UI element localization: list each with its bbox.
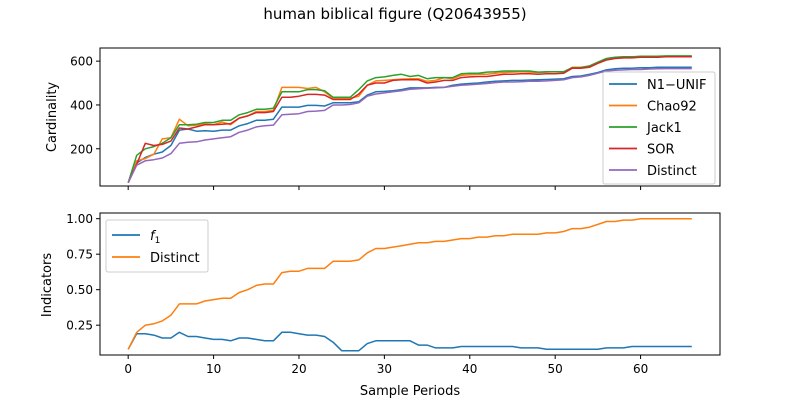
bottom-y-tick-label: 0.75 [66,248,93,262]
top-legend-label-2: Jack1 [646,121,682,136]
top-legend-label-1: Chao92 [647,100,697,115]
bottom-x-tick-label: 50 [548,362,563,376]
bottom-legend-label-1: Distinct [150,251,200,266]
top-legend-box [602,71,716,185]
top-x-ticks [127,186,642,190]
bottom-series-lines [127,217,692,352]
top-y-tick-label: 600 [70,55,93,69]
bottom-legend-label-0: f1 [150,229,160,246]
bottom-x-tick-label: 10 [206,362,221,376]
bottom-x-ticks: 0 10 20 30 40 50 60 [124,355,648,376]
bottom-x-tick-label: 30 [377,362,392,376]
top-series-line-3 [127,56,692,184]
x-axis-label: Sample Periods [360,384,460,399]
bottom-x-tick-label: 40 [462,362,477,376]
bottom-series-line-1 [127,217,692,350]
bottom-y-tick-label: 0.50 [66,283,93,297]
top-subplot: 200 400 600 Cardinality N1−UNIF Chao92 Jack1… [45,47,721,190]
bottom-legend: f1 Distinct [105,219,209,273]
top-legend-label-4: Distinct [647,164,697,179]
figure-title: human biblical figure (Q20643955) [263,5,526,23]
bottom-subplot: 0.25 0.50 0.75 1.00 0 10 20 30 40 50 60 Indicator… [40,212,721,399]
bottom-y-tick-label: 1.00 [66,212,93,226]
top-series-line-2 [127,55,692,183]
bottom-y-axis-label: Indicators [40,253,55,317]
bottom-y-ticks: 0.25 0.50 0.75 1.00 [66,212,100,333]
bottom-y-tick-label: 0.25 [66,319,93,333]
top-y-tick-label: 200 [70,142,93,156]
top-legend-label-0: N1−UNIF [647,78,706,93]
bottom-x-tick-label: 0 [124,362,132,376]
top-legend: N1−UNIF Chao92 Jack1 SOR Distinct [602,71,716,185]
bottom-x-tick-label: 20 [291,362,306,376]
top-legend-label-3: SOR [647,143,675,158]
top-series-line-4 [127,67,692,184]
bottom-plot-frame [99,212,721,356]
top-y-tick-label: 400 [70,98,93,112]
top-y-axis-label: Cardinality [45,82,60,153]
bottom-x-tick-label: 60 [633,362,648,376]
top-y-ticks: 200 400 600 [70,55,100,156]
top-plot-frame [99,47,721,187]
bottom-series-line-0 [127,331,692,352]
top-series-lines [127,55,692,184]
bottom-legend-box [105,219,209,273]
